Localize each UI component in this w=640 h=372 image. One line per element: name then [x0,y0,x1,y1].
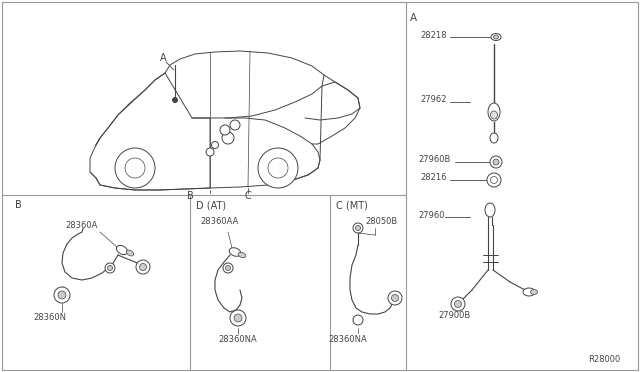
Text: 28360N: 28360N [33,314,67,323]
Circle shape [268,158,288,178]
Ellipse shape [523,288,535,296]
Circle shape [211,141,218,148]
Text: 27900B: 27900B [439,311,471,320]
Circle shape [222,132,234,144]
Ellipse shape [491,33,501,41]
Text: 28360NA: 28360NA [219,336,257,344]
Circle shape [136,260,150,274]
Circle shape [392,295,399,301]
Ellipse shape [238,252,246,258]
Ellipse shape [116,246,127,254]
Ellipse shape [490,133,498,143]
Circle shape [223,263,233,273]
Text: 28216: 28216 [420,173,447,183]
Circle shape [490,156,502,168]
Circle shape [490,176,497,183]
Text: B: B [15,200,22,210]
Text: A: A [160,53,166,63]
Circle shape [220,125,230,135]
Circle shape [230,310,246,326]
Text: C: C [244,191,252,201]
Circle shape [388,291,402,305]
Ellipse shape [493,35,499,39]
Text: B: B [187,191,193,201]
Circle shape [258,148,298,188]
Text: 28050B: 28050B [365,218,397,227]
Ellipse shape [126,250,134,256]
Text: 28218: 28218 [420,31,447,39]
Text: 27960: 27960 [418,211,445,219]
Circle shape [225,266,230,270]
Circle shape [454,301,461,308]
Circle shape [54,287,70,303]
Text: R28000: R28000 [588,356,620,365]
Circle shape [108,266,113,270]
Circle shape [206,148,214,156]
Text: A: A [410,13,417,23]
Text: 27960B: 27960B [418,155,451,164]
Ellipse shape [490,111,497,119]
Circle shape [230,120,240,130]
Ellipse shape [229,248,241,256]
Circle shape [58,291,66,299]
Circle shape [493,159,499,165]
Circle shape [105,263,115,273]
Circle shape [451,297,465,311]
Text: 28360NA: 28360NA [328,336,367,344]
Circle shape [353,315,363,325]
Circle shape [140,263,147,270]
Circle shape [173,97,177,103]
Text: C (MT): C (MT) [336,200,368,210]
Circle shape [355,225,360,231]
Circle shape [115,148,155,188]
Circle shape [487,173,501,187]
Circle shape [234,314,242,322]
Ellipse shape [488,103,500,121]
Text: 28360AA: 28360AA [201,218,239,227]
Ellipse shape [531,289,538,295]
Circle shape [125,158,145,178]
Text: 27962: 27962 [420,96,447,105]
Ellipse shape [485,203,495,217]
Text: D (AT): D (AT) [196,200,226,210]
Text: 28360A: 28360A [66,221,98,230]
Circle shape [353,223,363,233]
